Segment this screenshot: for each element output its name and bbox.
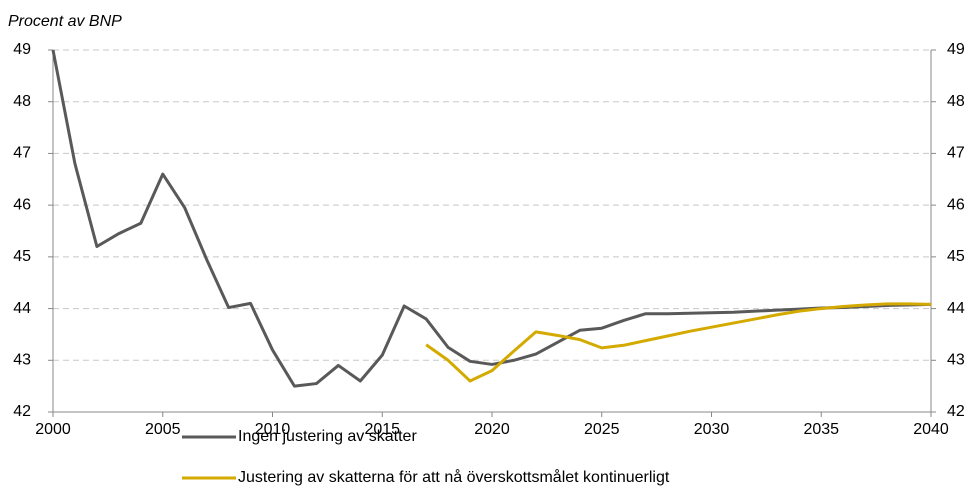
y2-tick-label: 43 [947,352,965,369]
series-line [51,49,932,388]
y2-tick-label: 48 [947,93,965,110]
y2-tick-label: 49 [947,41,965,58]
x-tick-label: 2015 [364,421,400,438]
y2-tick-label: 44 [947,300,965,317]
x-tick-label: 2005 [145,421,181,438]
chart-title: Procent av BNP [8,13,122,30]
x-tick-label: 2040 [913,421,949,438]
legend-label: Ingen justering av skatter [238,428,417,445]
y-tick-label: 46 [13,196,31,213]
y2-tick-label: 42 [947,403,965,420]
y2-tick-label: 47 [947,145,965,162]
y-tick-label: 44 [13,300,31,317]
y2-tick-label: 46 [947,196,965,213]
x-tick-label: 2025 [584,421,620,438]
x-tick-label: 2020 [474,421,510,438]
series-line [425,302,932,383]
y-tick-label: 48 [13,93,31,110]
y-tick-label: 45 [13,248,31,265]
x-tick-label: 2000 [35,421,71,438]
y-tick-label: 49 [13,41,31,58]
y2-tick-label: 45 [947,248,965,265]
x-tick-label: 2010 [255,421,291,438]
x-tick-label: 2030 [694,421,730,438]
y-tick-label: 43 [13,352,31,369]
y-tick-label: 47 [13,145,31,162]
legend-label: Justering av skatterna för att nå översk… [238,468,670,486]
y-tick-label: 42 [13,403,31,420]
x-tick-label: 2035 [803,421,839,438]
